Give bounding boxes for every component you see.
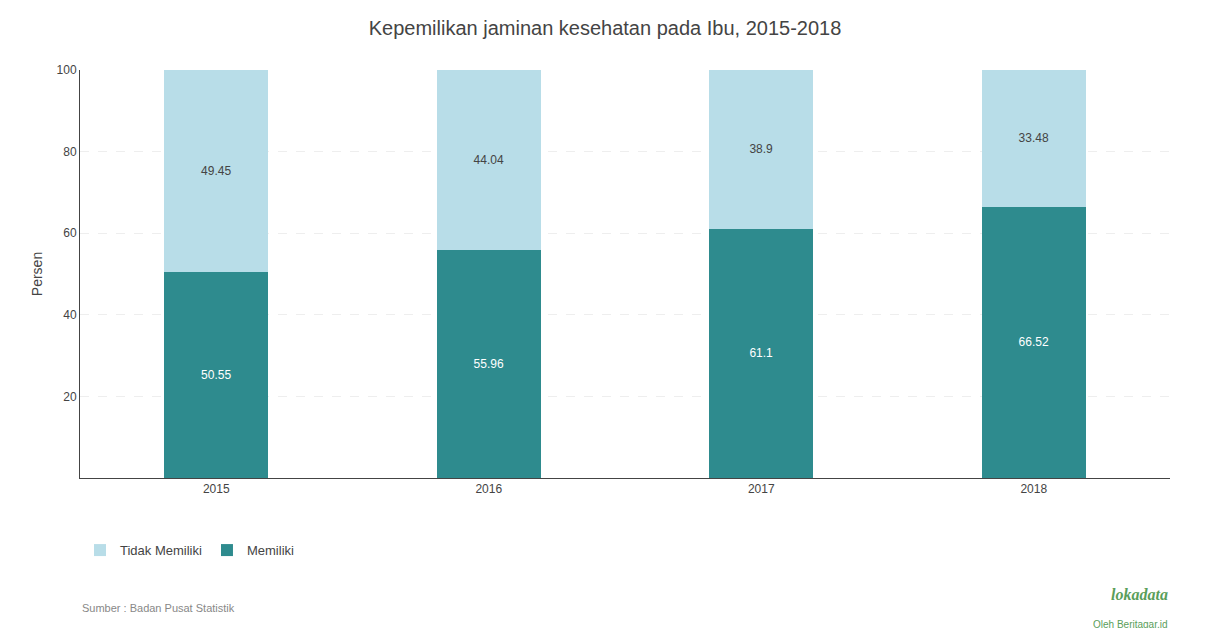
svg-text:Kepemilikan jaminan kesehatan: Kepemilikan jaminan kesehatan pada Ibu, … (369, 17, 842, 39)
svg-text:2016: 2016 (475, 482, 502, 496)
svg-text:40: 40 (63, 308, 77, 322)
svg-text:Sumber : Badan Pusat Statistik: Sumber : Badan Pusat Statistik (82, 602, 235, 614)
svg-text:2018: 2018 (1020, 482, 1047, 496)
svg-text:lokadata: lokadata (1111, 586, 1168, 603)
svg-text:80: 80 (63, 145, 77, 159)
svg-text:66.52: 66.52 (1019, 335, 1049, 349)
svg-text:2015: 2015 (203, 482, 230, 496)
svg-text:Tidak Memiliki: Tidak Memiliki (120, 543, 202, 558)
svg-text:20: 20 (63, 390, 77, 404)
svg-text:61.1: 61.1 (749, 346, 773, 360)
svg-text:50.55: 50.55 (201, 368, 231, 382)
svg-text:60: 60 (63, 226, 77, 240)
svg-text:Persen: Persen (29, 252, 45, 296)
svg-text:38.9: 38.9 (749, 142, 773, 156)
svg-text:2017: 2017 (748, 482, 775, 496)
svg-text:Oleh Beritagar.id: Oleh Beritagar.id (1093, 619, 1168, 628)
svg-text:44.04: 44.04 (474, 153, 504, 167)
svg-text:33.48: 33.48 (1019, 131, 1049, 145)
svg-text:49.45: 49.45 (201, 164, 231, 178)
svg-text:100: 100 (57, 63, 77, 77)
svg-text:55.96: 55.96 (474, 357, 504, 371)
svg-text:Memiliki: Memiliki (247, 543, 294, 558)
